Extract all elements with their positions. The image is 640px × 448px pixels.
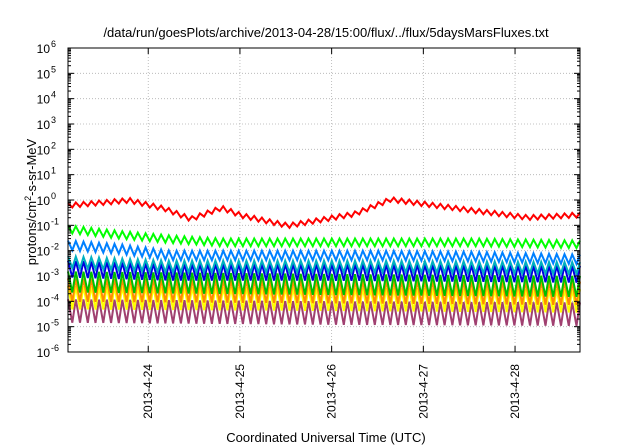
y-axis-label-sup: 2 — [23, 196, 33, 201]
x-tick-label: 2013-4-24 — [141, 364, 155, 419]
y-tick-label: 10 — [37, 295, 51, 309]
y-tick-label: 10 — [37, 118, 51, 132]
y-tick-exponent: 3 — [51, 115, 56, 125]
series-line-5 — [67, 271, 581, 298]
y-axis-label: protons/cm2-s-sr-MeV — [23, 138, 39, 265]
series-line-8 — [67, 299, 581, 326]
y-tick-label: 10 — [37, 270, 51, 284]
y-tick-label: 10 — [37, 194, 51, 208]
y-tick-exponent: 5 — [51, 64, 56, 74]
y-axis-label-prefix: protons/cm — [24, 201, 39, 265]
y-axis-label-suffix: -s-sr-MeV — [24, 138, 39, 195]
series-line-3 — [67, 253, 581, 277]
x-tick-label: 2013-4-27 — [416, 364, 430, 419]
y-tick-label: 10 — [37, 245, 51, 259]
chart-title: /data/run/goesPlots/archive/2013-04-28/1… — [103, 25, 549, 40]
series-lines — [67, 196, 581, 326]
x-axis-ticks: 2013-4-24 2013-4-25 2013-4-26 2013-4-27 2013… — [141, 48, 522, 419]
y-tick-label: 10 — [37, 321, 51, 335]
y-tick-label: 10 — [37, 346, 51, 360]
y-tick-exponent: 1 — [51, 166, 56, 176]
y-tick-exponent: 6 — [51, 39, 56, 49]
y-tick-exponent: -5 — [51, 318, 59, 328]
series-line-7 — [67, 285, 581, 313]
series-line-1 — [67, 223, 581, 251]
y-tick-exponent: -3 — [51, 267, 59, 277]
y-tick-label: 10 — [37, 93, 51, 107]
y-axis-ticks: 10 -610 -510 -410 -310 -210 -110 010 110 210 310 41… — [37, 39, 580, 360]
y-tick-exponent: -6 — [51, 343, 59, 353]
y-tick-exponent: 2 — [51, 140, 56, 150]
y-tick-exponent: 0 — [51, 191, 56, 201]
y-tick-label: 10 — [37, 67, 51, 81]
y-tick-label: 10 — [37, 219, 51, 233]
x-axis-label: Coordinated Universal Time (UTC) — [226, 430, 425, 445]
series-line-2 — [67, 238, 581, 267]
y-tick-label: 10 — [37, 169, 51, 183]
y-tick-exponent: -2 — [51, 242, 59, 252]
y-tick-exponent: 4 — [51, 90, 56, 100]
series-line-0 — [67, 196, 581, 230]
y-tick-exponent: -4 — [51, 292, 59, 302]
y-tick-label: 10 — [37, 42, 51, 56]
x-tick-label: 2013-4-26 — [325, 364, 339, 419]
x-tick-label: 2013-4-28 — [508, 364, 522, 419]
y-tick-label: 10 — [37, 143, 51, 157]
x-tick-label: 2013-4-25 — [233, 364, 247, 419]
y-tick-exponent: -1 — [51, 216, 59, 226]
